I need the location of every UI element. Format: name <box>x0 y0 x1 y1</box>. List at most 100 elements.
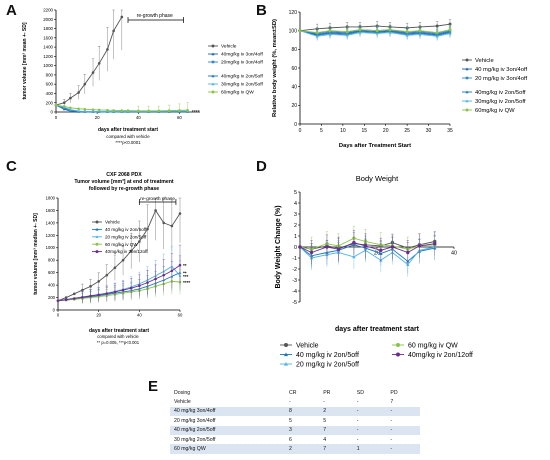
data-point <box>170 269 174 273</box>
data-point <box>433 242 437 246</box>
legend-c-marker <box>95 250 99 254</box>
legend-d-label: 40 mg/kg iv 2on/5off <box>296 352 359 359</box>
x-tick-label: 5 <box>320 128 323 134</box>
y-axis-label: tumor volume [mm³ mean +- SD] <box>22 22 28 99</box>
data-point <box>146 281 149 284</box>
legend-b-marker <box>465 76 469 80</box>
data-point <box>345 30 349 34</box>
chart-b: 0 20 40 60 80 100 120 0 5 10 15 20 25 30 35 Days after … <box>272 10 527 149</box>
data-point <box>69 106 72 110</box>
x-tick-label: 35 <box>447 128 453 134</box>
table-cell: 20 mg/kg 3on/4off <box>174 417 216 424</box>
legend-d-marker <box>284 362 288 366</box>
data-point <box>91 71 95 74</box>
significance-marker: ** <box>183 271 187 276</box>
y-tick-label: 5 <box>294 190 297 196</box>
legend-a-marker <box>211 60 215 64</box>
legend-d-marker <box>284 352 288 357</box>
y-axis-label: Body Weight Change (%) <box>275 205 282 288</box>
table-cell: - <box>352 406 387 417</box>
y-tick-label: 2 <box>294 223 297 229</box>
x-tick-label: 0 <box>55 115 58 120</box>
data-point <box>388 28 392 32</box>
data-point <box>178 263 182 267</box>
y-tick-label: 600 <box>46 82 54 87</box>
x-tick-label: 60 <box>177 115 182 120</box>
data-point <box>83 110 87 113</box>
legend-b-marker <box>465 108 469 112</box>
legend-a-label: 30mg/kg iv 2on/5off <box>221 82 263 88</box>
table-cell: - <box>386 406 420 417</box>
table-body: Vehicle - - -7 40 mg/kg 3on/4off 8 2- -20 mg/kg… <box>170 397 420 454</box>
data-point <box>120 109 124 112</box>
data-point <box>162 273 166 277</box>
table-cell: 2 <box>285 444 320 454</box>
table-cell: 7 <box>390 399 394 406</box>
data-point <box>129 286 133 290</box>
x-axis-label: days after treatment start <box>335 326 420 333</box>
table-row: 30 mg/kg 2on/5off 6 4 - - <box>170 435 420 444</box>
table-cell: - <box>352 425 387 435</box>
data-point <box>358 28 362 32</box>
legend-d-marker <box>396 352 400 357</box>
data-point <box>315 31 319 35</box>
data-point <box>186 108 189 112</box>
data-point <box>309 250 314 255</box>
series-line <box>57 280 181 302</box>
chart-subtitle: Tumor volume [mm³] at end of treatment <box>74 179 174 185</box>
chart-subtitle: followed by re-growth phase <box>89 186 159 192</box>
y-tick-label: 1000 <box>43 63 53 68</box>
table-cell: 8 <box>285 406 320 417</box>
y-tick-label: 2200 <box>43 8 53 13</box>
panel-label-c: C <box>6 158 17 175</box>
footnote: compared with vehicle <box>97 334 139 339</box>
chart-title: Body Weight <box>356 174 399 183</box>
table-cell: 7 <box>319 444 353 454</box>
data-point <box>352 255 356 259</box>
legend-d-marker <box>396 343 400 347</box>
x-axis-label: Days after Treatment Start <box>339 143 411 149</box>
y-tick-label: 0 <box>294 245 297 251</box>
table-cell: 30 mg/kg 2on/5off <box>174 436 216 443</box>
legend-c-label: 40mg/kg iv 2on/12off <box>105 249 148 254</box>
x-tick-label: 20 <box>383 128 389 134</box>
data-point <box>91 110 95 113</box>
data-point <box>154 209 157 212</box>
y-tick-label: 4 <box>294 201 297 207</box>
table-row: 20 mg/kg 3on/4off 5 5 - - <box>170 416 420 425</box>
data-point <box>146 227 149 231</box>
legend-a-label: 20mg/kg iv 3on/4off <box>221 60 263 66</box>
legend-b-label: 60mg/kg iv QW <box>475 108 515 114</box>
data-point <box>352 240 356 245</box>
data-point <box>178 212 182 215</box>
legend-a-label: 40mg/kg iv 2on/5off <box>221 74 263 80</box>
y-tick-label: -1 <box>292 256 297 262</box>
data-point <box>336 247 341 251</box>
legend-b-label: Vehicle <box>475 58 494 64</box>
y-axis-label: tumor volume [mm³ median +- SD] <box>33 213 39 295</box>
legend-d-label: 60 mg/kg iv QW <box>408 342 458 349</box>
data-point <box>435 31 439 35</box>
table-cell: - <box>323 399 325 406</box>
data-point <box>89 294 92 298</box>
legend-c-label: 60 mg/kg iv QW <box>105 242 138 247</box>
data-point <box>62 101 66 105</box>
y-tick-label: 3 <box>294 212 297 218</box>
table-cell: Vehicle <box>174 399 191 406</box>
y-tick-label: -4 <box>292 289 297 295</box>
table-cell: 5 <box>323 417 327 424</box>
data-point <box>105 292 109 295</box>
data-point <box>112 109 115 112</box>
legend-a-marker <box>211 44 215 48</box>
legend-d-label: 40mg/kg iv 2on/12off <box>408 352 473 359</box>
y-tick-label: 200 <box>48 295 56 300</box>
column-header: SD <box>352 388 387 398</box>
data-point <box>325 245 329 249</box>
y-tick-label: 1800 <box>43 26 53 31</box>
table-cell: 6 <box>289 436 292 443</box>
table-cell: - <box>356 399 359 406</box>
data-point <box>390 245 395 249</box>
significance-marker: ** <box>183 263 187 268</box>
legend-c-marker <box>95 227 99 231</box>
y-tick-label: 600 <box>48 270 56 275</box>
